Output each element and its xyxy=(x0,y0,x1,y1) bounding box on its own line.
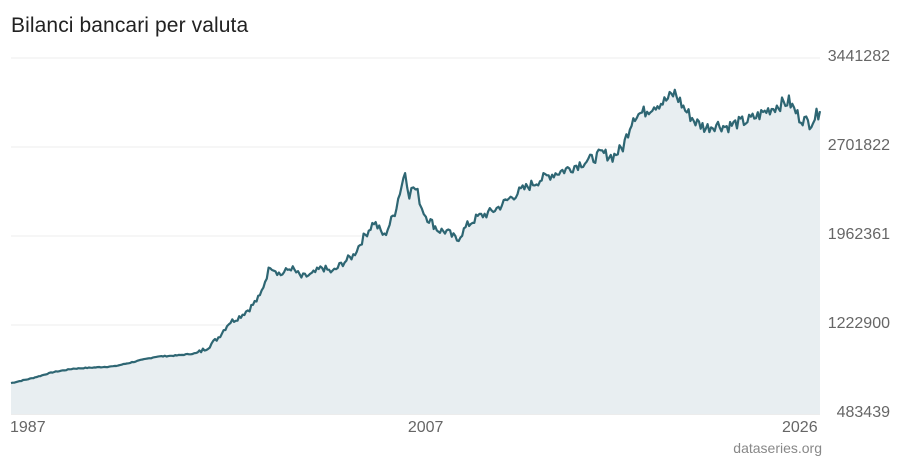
y-tick-label: 1962361 xyxy=(827,226,890,243)
y-tick-label: 483439 xyxy=(836,404,890,421)
source-label: dataseries.org xyxy=(733,440,822,456)
y-tick-label: 2701822 xyxy=(827,137,890,154)
series-line xyxy=(10,88,822,385)
x-tick-label: 2026 xyxy=(782,419,818,436)
series-area xyxy=(11,89,820,415)
x-tick-label: 2007 xyxy=(407,419,444,436)
y-tick-label: 3441282 xyxy=(827,48,890,65)
y-tick-label: 1222900 xyxy=(827,315,890,332)
chart-title: Bilanci bancari per valuta xyxy=(11,14,249,37)
x-tick-label: 1987 xyxy=(10,419,46,436)
